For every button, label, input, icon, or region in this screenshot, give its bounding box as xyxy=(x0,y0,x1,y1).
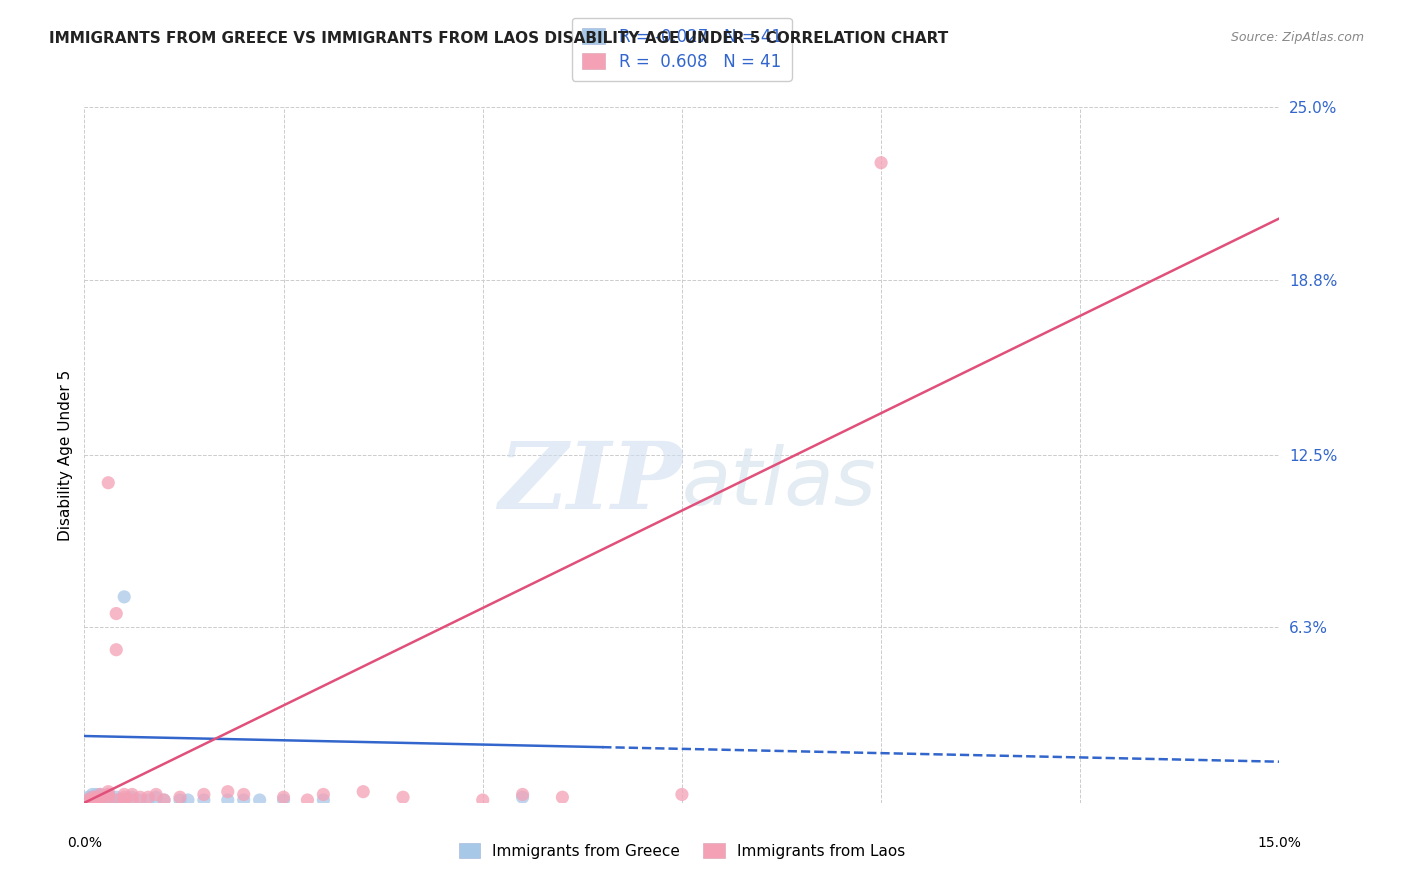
Text: 15.0%: 15.0% xyxy=(1257,836,1302,850)
Point xyxy=(217,793,239,807)
Point xyxy=(232,788,254,802)
Point xyxy=(82,796,104,810)
Text: 0.0%: 0.0% xyxy=(67,836,101,850)
Point xyxy=(112,793,135,807)
Point xyxy=(86,790,108,805)
Point xyxy=(193,788,215,802)
Point xyxy=(169,790,191,805)
Point xyxy=(82,793,104,807)
Point xyxy=(136,793,159,807)
Point xyxy=(77,796,100,810)
Point xyxy=(145,788,167,802)
Point xyxy=(169,793,191,807)
Point xyxy=(352,785,374,799)
Point xyxy=(86,793,108,807)
Point xyxy=(177,793,200,807)
Point xyxy=(97,790,120,805)
Point xyxy=(89,793,111,807)
Point xyxy=(80,793,103,807)
Point xyxy=(551,790,574,805)
Point xyxy=(112,793,135,807)
Point xyxy=(97,475,120,490)
Point xyxy=(312,788,335,802)
Point xyxy=(145,790,167,805)
Point xyxy=(86,790,108,805)
Point xyxy=(136,790,159,805)
Point xyxy=(297,793,319,807)
Point xyxy=(153,793,176,807)
Point xyxy=(89,793,111,807)
Point xyxy=(77,790,100,805)
Point xyxy=(97,793,120,807)
Point xyxy=(76,793,98,807)
Point xyxy=(86,788,108,802)
Legend: Immigrants from Greece, Immigrants from Laos: Immigrants from Greece, Immigrants from … xyxy=(453,837,911,864)
Point xyxy=(105,607,128,621)
Point xyxy=(112,590,135,604)
Point xyxy=(105,790,128,805)
Text: IMMIGRANTS FROM GREECE VS IMMIGRANTS FROM LAOS DISABILITY AGE UNDER 5 CORRELATIO: IMMIGRANTS FROM GREECE VS IMMIGRANTS FRO… xyxy=(49,31,949,46)
Text: ZIP: ZIP xyxy=(498,438,682,528)
Text: Source: ZipAtlas.com: Source: ZipAtlas.com xyxy=(1230,31,1364,45)
Point xyxy=(153,793,176,807)
Point xyxy=(232,793,254,807)
Point xyxy=(312,793,335,807)
Y-axis label: Disability Age Under 5: Disability Age Under 5 xyxy=(58,369,73,541)
Point xyxy=(82,796,104,810)
Point xyxy=(105,642,128,657)
Point xyxy=(89,788,111,802)
Point xyxy=(105,793,128,807)
Point xyxy=(870,155,893,169)
Point xyxy=(86,796,108,810)
Point xyxy=(392,790,415,805)
Point xyxy=(89,796,111,810)
Point xyxy=(193,793,215,807)
Point xyxy=(121,788,143,802)
Point xyxy=(89,788,111,802)
Point xyxy=(97,788,120,802)
Point xyxy=(129,790,152,805)
Point xyxy=(121,790,143,805)
Point xyxy=(121,793,143,807)
Point xyxy=(97,790,120,805)
Point xyxy=(97,796,120,810)
Point xyxy=(82,788,104,802)
Point xyxy=(82,793,104,807)
Point xyxy=(249,793,271,807)
Point xyxy=(112,793,135,807)
Point xyxy=(86,793,108,807)
Point xyxy=(273,790,295,805)
Point xyxy=(129,793,152,807)
Point xyxy=(671,788,693,802)
Point xyxy=(471,793,494,807)
Point xyxy=(76,793,98,807)
Point xyxy=(93,793,115,807)
Point xyxy=(77,796,100,810)
Point xyxy=(217,785,239,799)
Point xyxy=(82,796,104,810)
Point xyxy=(112,790,135,805)
Point xyxy=(97,785,120,799)
Point xyxy=(105,793,128,807)
Point xyxy=(97,788,120,802)
Point xyxy=(512,790,534,805)
Point xyxy=(112,788,135,802)
Point xyxy=(512,788,534,802)
Point xyxy=(82,790,104,805)
Point xyxy=(82,790,104,805)
Point xyxy=(89,790,111,805)
Point xyxy=(80,793,103,807)
Text: atlas: atlas xyxy=(682,443,877,522)
Point xyxy=(89,796,111,810)
Point xyxy=(273,793,295,807)
